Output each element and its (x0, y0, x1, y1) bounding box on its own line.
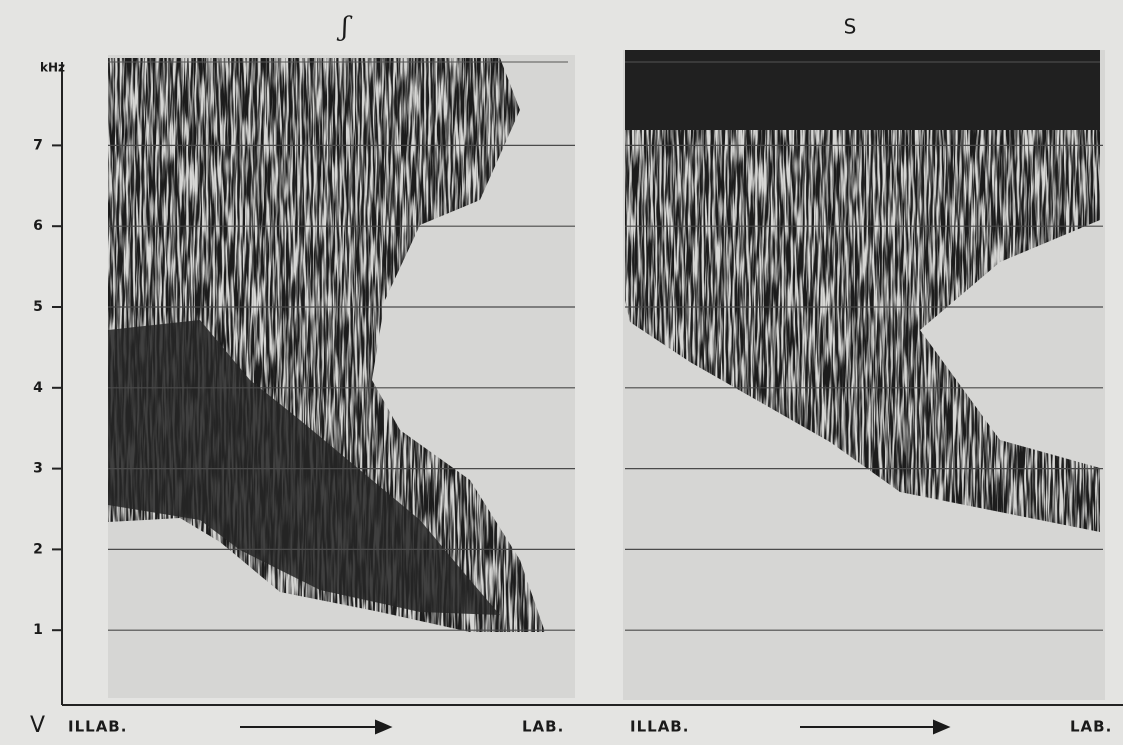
y-tick-label: 2 (33, 541, 43, 557)
y-tick-label: 1 (33, 622, 43, 638)
y-tick-label: 7 (33, 137, 43, 153)
y-tick-label: 5 (33, 299, 43, 315)
y-tick-label: 6 (33, 218, 43, 234)
ticks: 1 2 3 4 5 6 7 (33, 137, 1103, 638)
panel-title: S (844, 15, 857, 39)
left-energy-core (108, 320, 500, 615)
right-energy (625, 50, 1100, 532)
y-tick-label: 4 (33, 380, 43, 396)
end-label: LAB. (1070, 718, 1112, 736)
end-label: LAB. (522, 718, 564, 736)
corner-label: V (30, 713, 45, 738)
start-label: ILLAB. (68, 718, 127, 736)
axis-unit: kHz (40, 61, 65, 75)
arrows (240, 719, 951, 735)
start-label: ILLAB. (630, 718, 689, 736)
y-tick-label: 3 (33, 461, 43, 477)
right-energy-top (625, 50, 1100, 130)
